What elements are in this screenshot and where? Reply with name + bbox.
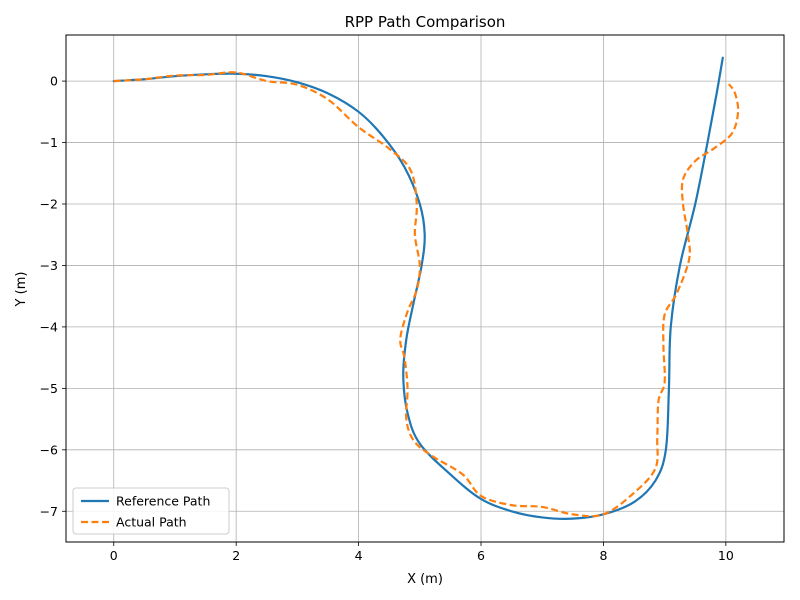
y-tick-label: −6 bbox=[40, 442, 58, 457]
legend: Reference Path Actual Path bbox=[72, 487, 230, 535]
x-tick-label: 10 bbox=[718, 548, 734, 563]
legend-label-0: Reference Path bbox=[116, 494, 210, 509]
x-axis-label: X (m) bbox=[407, 572, 443, 587]
x-tick-label: 4 bbox=[355, 548, 363, 563]
series-line-actual-path bbox=[113, 71, 740, 518]
ticks: 0 2 4 6 8 10 0 −1 −2 −3 −4 −5 −6 −7 bbox=[40, 74, 734, 563]
y-tick-label: −2 bbox=[40, 197, 58, 212]
y-tick-label: −5 bbox=[40, 381, 58, 396]
plot-frame bbox=[65, 34, 785, 543]
series-line-reference-path bbox=[112, 56, 724, 520]
y-axis-label: Y (m) bbox=[14, 272, 29, 308]
grid bbox=[66, 35, 784, 542]
y-tick-label: −4 bbox=[40, 319, 58, 334]
legend-box bbox=[72, 487, 230, 535]
x-tick-label: 8 bbox=[599, 548, 607, 563]
y-tick-label: −7 bbox=[40, 504, 58, 519]
series-layer bbox=[112, 56, 740, 520]
y-tick-label: 0 bbox=[50, 74, 58, 89]
x-tick-label: 6 bbox=[477, 548, 485, 563]
legend-label-1: Actual Path bbox=[116, 515, 187, 530]
chart-title: RPP Path Comparison bbox=[345, 13, 506, 31]
y-tick-label: −1 bbox=[40, 135, 58, 150]
x-tick-label: 0 bbox=[110, 548, 118, 563]
x-tick-label: 2 bbox=[232, 548, 240, 563]
y-tick-label: −3 bbox=[40, 258, 58, 273]
